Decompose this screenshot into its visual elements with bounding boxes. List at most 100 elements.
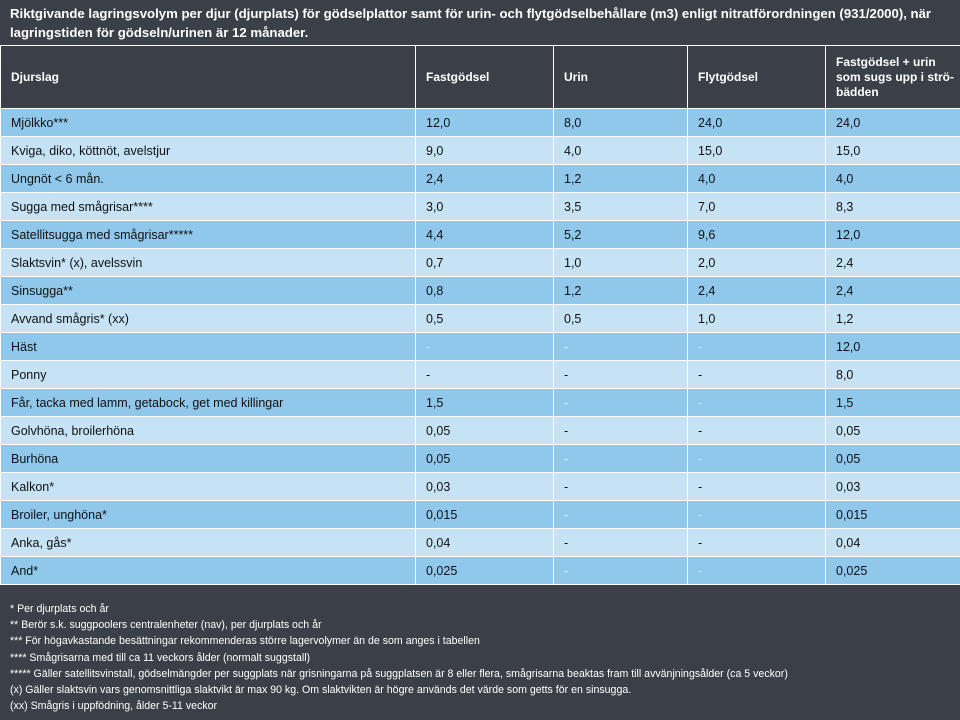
table-cell-value: - — [553, 556, 688, 585]
table-cell-value: - — [687, 416, 826, 445]
table-cell-value: 0,03 — [825, 472, 960, 501]
table-cell-value: 0,015 — [415, 500, 554, 529]
table-cell-value: 15,0 — [825, 136, 960, 165]
footnote-line: ** Berör s.k. suggpoolers centralenheter… — [10, 619, 322, 632]
table-cell-value: 3,0 — [415, 192, 554, 221]
table-cell-djurslag: Slaktsvin* (x), avelssvin — [0, 248, 416, 277]
table-cell-value: 0,05 — [825, 416, 960, 445]
table-cell-djurslag: Burhöna — [0, 444, 416, 473]
header-djurslag: Djurslag — [0, 45, 416, 109]
table-cell-value: - — [553, 444, 688, 473]
table-row: Sinsugga** 0,8 1,2 2,4 2,4 — [0, 276, 960, 305]
table-row: Burhöna 0,05- -0,05 — [0, 444, 960, 473]
table-cell-value: 0,7 — [415, 248, 554, 277]
table-cell-value: - — [687, 528, 826, 557]
table-cell-value: 1,5 — [825, 388, 960, 417]
table-cell-value: 1,0 — [553, 248, 688, 277]
table-cell-djurslag: Kviga, diko, köttnöt, avelstjur — [0, 136, 416, 165]
table-cell-value: 1,2 — [553, 276, 688, 305]
table-row: Kalkon* 0,03- -0,03 — [0, 472, 960, 501]
table-row: Mjölkko*** 12,0 8,0 24,0 24,0 — [0, 108, 960, 137]
table-cell-value: 2,4 — [825, 276, 960, 305]
table-cell-djurslag: And* — [0, 556, 416, 585]
table-cell-value: 1,2 — [553, 164, 688, 193]
table-row: Anka, gås* 0,04- -0,04 — [0, 528, 960, 557]
table-cell-value: 5,2 — [553, 220, 688, 249]
table-cell-value: 0,05 — [415, 416, 554, 445]
table-cell-djurslag: Kalkon* — [0, 472, 416, 501]
table-cell-value: 12,0 — [825, 220, 960, 249]
table-row: Kviga, diko, köttnöt, avelstjur 9,0 4,0 15,… — [0, 136, 960, 165]
table-cell-value: 4,0 — [825, 164, 960, 193]
table-cell-value: - — [687, 444, 826, 473]
table-cell-djurslag: Häst — [0, 332, 416, 361]
header-urin: Urin — [553, 45, 688, 109]
header-fastgodsel-urin: Fastgödsel + urin som sugs upp i strö­bä… — [825, 45, 960, 109]
table-cell-value: 0,025 — [415, 556, 554, 585]
table-cell-value: 2,4 — [687, 276, 826, 305]
table-header-row: Djurslag Fastgödsel Urin Flytgödsel Fast… — [0, 45, 960, 109]
table-cell-value: - — [553, 388, 688, 417]
table-cell-value: 8,0 — [553, 108, 688, 137]
table-cell-value: 15,0 — [687, 136, 826, 165]
table-cell-value: 8,3 — [825, 192, 960, 221]
table-cell-value: - — [687, 332, 826, 361]
table-cell-value: 2,4 — [415, 164, 554, 193]
table-cell-value: - — [553, 332, 688, 361]
table-cell-value: - — [687, 472, 826, 501]
table-cell-value: - — [553, 528, 688, 557]
table-cell-value: 3,5 — [553, 192, 688, 221]
table-row: Ponny - - -8,0 — [0, 360, 960, 389]
table-cell-value: - — [553, 416, 688, 445]
table-cell-value: 2,4 — [825, 248, 960, 277]
table-cell-value: 4,0 — [553, 136, 688, 165]
table-cell-djurslag: Sugga med smågrisar**** — [0, 192, 416, 221]
table-row: Broiler, unghöna* 0,015- -0,015 — [0, 500, 960, 529]
table-cell-djurslag: Golvhöna, broilerhöna — [0, 416, 416, 445]
table-row: Ungnöt < 6 mån. 2,4 1,2 4,0 4,0 — [0, 164, 960, 193]
table-cell-value: - — [687, 500, 826, 529]
table-cell-djurslag: Ponny — [0, 360, 416, 389]
table-cell-value: 0,015 — [825, 500, 960, 529]
table-cell-value: - — [553, 472, 688, 501]
footnote-line: *** För högavkastande besättningar rekom… — [10, 635, 480, 648]
table-cell-djurslag: Sinsugga** — [0, 276, 416, 305]
table-cell-value: 9,0 — [415, 136, 554, 165]
table-cell-value: 2,0 — [687, 248, 826, 277]
table-cell-value: 8,0 — [825, 360, 960, 389]
table-cell-value: 24,0 — [825, 108, 960, 137]
table-cell-djurslag: Broiler, unghöna* — [0, 500, 416, 529]
table-cell-value: 12,0 — [825, 332, 960, 361]
header-flytgodsel: Flytgödsel — [687, 45, 826, 109]
table-row: Får, tacka med lamm, getabock, get med k… — [0, 388, 960, 417]
header-fastgodsel: Fastgödsel — [415, 45, 554, 109]
table-cell-value: 0,5 — [415, 304, 554, 333]
table-cell-djurslag: Anka, gås* — [0, 528, 416, 557]
table-cell-value: 9,6 — [687, 220, 826, 249]
table-cell-djurslag: Satellitsugga med smågrisar***** — [0, 220, 416, 249]
table-cell-djurslag: Får, tacka med lamm, getabock, get med k… — [0, 388, 416, 417]
footnote-line: ***** Gäller satellitsvinstall, gödselmä… — [10, 667, 788, 680]
table-cell-djurslag: Ungnöt < 6 mån. — [0, 164, 416, 193]
table-cell-value: - — [415, 360, 554, 389]
table-row: Satellitsugga med smågrisar***** 4,4 5,2 9,… — [0, 220, 960, 249]
table-row: And* 0,025- -0,025 — [0, 556, 960, 585]
table-row: Avvand smågris* (xx) 0,5 0,5 1,0 1,2 — [0, 304, 960, 333]
table-cell-value: 0,04 — [415, 528, 554, 557]
table-cell-value: 1,2 — [825, 304, 960, 333]
table-row: Häst - - -12,0 — [0, 332, 960, 361]
storage-volume-table: Djurslag Fastgödsel Urin Flytgödsel Fast… — [0, 45, 960, 585]
table-row: Slaktsvin* (x), avelssvin 0,7 1,0 2,0 2,4 — [0, 248, 960, 277]
table-cell-value: 0,04 — [825, 528, 960, 557]
table-cell-value: 12,0 — [415, 108, 554, 137]
table-cell-value: 4,4 — [415, 220, 554, 249]
table-cell-djurslag: Avvand smågris* (xx) — [0, 304, 416, 333]
table-cell-value: 0,05 — [415, 444, 554, 473]
table-cell-value: - — [415, 332, 554, 361]
table-row: Sugga med smågrisar**** 3,0 3,5 7,0 8,3 — [0, 192, 960, 221]
table-row: Golvhöna, broilerhöna 0,05- -0,05 — [0, 416, 960, 445]
table-cell-value: 0,03 — [415, 472, 554, 501]
table-cell-value: - — [687, 388, 826, 417]
table-cell-value: - — [553, 500, 688, 529]
table-cell-djurslag: Mjölkko*** — [0, 108, 416, 137]
